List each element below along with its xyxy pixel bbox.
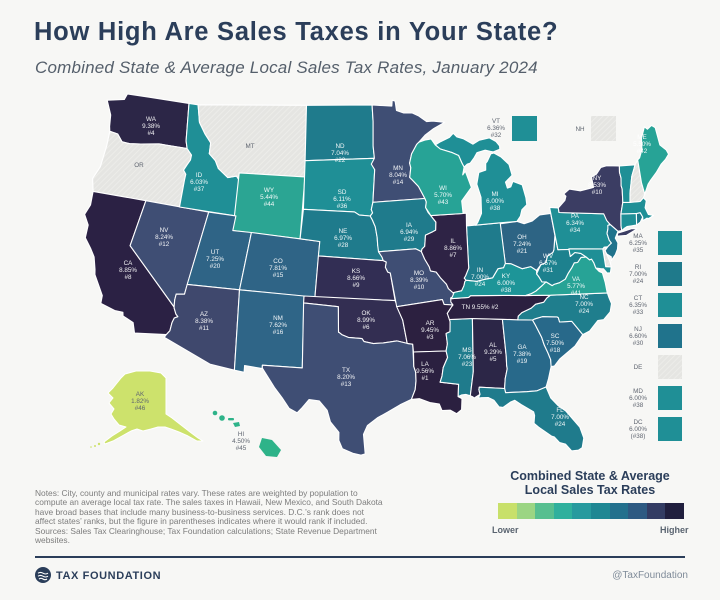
svg-text:TN 9.55% #2: TN 9.55% #2 (462, 304, 499, 311)
svg-text:ME5.50%#42: ME 5.50% #42 (633, 134, 651, 155)
svg-text:KS8.66%#9: KS 8.66% #9 (347, 268, 365, 289)
svg-text:IN7.00%#24: IN 7.00% #24 (471, 267, 489, 288)
svg-text:FL7.00%#24: FL 7.00% #24 (551, 407, 569, 428)
svg-text:NE6.97%#28: NE 6.97% #28 (334, 228, 352, 249)
svg-text:OH7.24%#21: OH 7.24% #21 (513, 234, 531, 255)
svg-text:NV8.24%#12: NV 8.24% #12 (155, 227, 173, 248)
svg-text:UT7.25%#20: UT 7.25% #20 (206, 249, 224, 270)
svg-text:VT6.36%#32: VT 6.36% #32 (487, 118, 505, 139)
svg-text:MS7.06%#23: MS 7.06% #23 (458, 347, 476, 368)
svg-text:MI6.00%#38: MI 6.00% #38 (486, 191, 504, 212)
svg-text:NC7.00%#24: NC 7.00% #24 (575, 294, 593, 315)
svg-text:NJ6.60%#30: NJ 6.60% #30 (629, 326, 647, 347)
svg-text:SC7.50%#18: SC 7.50% #18 (546, 333, 564, 354)
svg-text:AR9.45%#3: AR 9.45% #3 (421, 320, 439, 341)
svg-text:WA9.38%#4: WA 9.38% #4 (142, 116, 160, 137)
svg-text:KY6.00%#38: KY 6.00% #38 (497, 273, 515, 294)
svg-text:CT6.35%#33: CT 6.35% #33 (629, 295, 647, 316)
svg-text:IA6.94%#29: IA 6.94% #29 (400, 222, 418, 243)
svg-text:MN8.04%#14: MN 8.04% #14 (389, 165, 407, 186)
svg-text:OK8.99%#6: OK 8.99% #6 (357, 310, 375, 331)
svg-text:WY5.44%#44: WY 5.44% #44 (260, 187, 278, 208)
svg-text:AZ8.38%#11: AZ 8.38% #11 (195, 311, 213, 332)
svg-text:VA5.77%#41: VA 5.77% #41 (567, 276, 585, 297)
svg-text:AK1.82%#46: AK 1.82% #46 (131, 391, 149, 412)
svg-text:OR: OR (134, 162, 144, 169)
svg-text:RI7.00%#24: RI 7.00% #24 (629, 264, 647, 285)
svg-text:WI5.70%#43: WI 5.70% #43 (434, 185, 452, 206)
svg-text:DE: DE (634, 364, 643, 371)
svg-text:LA9.56%#1: LA 9.56% #1 (416, 361, 434, 382)
svg-text:SD6.11%#36: SD 6.11% #36 (333, 189, 351, 210)
svg-text:MO8.39%#10: MO 8.39% #10 (410, 270, 428, 291)
svg-text:MT: MT (245, 143, 254, 150)
svg-text:ID6.03%#37: ID 6.03% #37 (190, 172, 208, 193)
svg-text:HI4.50%#45: HI 4.50% #45 (232, 431, 250, 452)
svg-text:MA6.25%#35: MA 6.25% #35 (629, 233, 647, 254)
svg-text:NY8.53%#10: NY 8.53% #10 (588, 175, 606, 196)
svg-text:WV6.57%#31: WV 6.57% #31 (539, 253, 557, 274)
svg-text:CA8.85%#8: CA 8.85% #8 (119, 260, 137, 281)
svg-text:IL8.86%#7: IL 8.86% #7 (444, 238, 462, 259)
svg-text:AL9.29%#5: AL 9.29% #5 (484, 342, 502, 363)
svg-text:MD6.00%#38: MD 6.00% #38 (629, 388, 647, 409)
svg-text:NM7.62%#16: NM 7.62% #16 (269, 315, 287, 336)
svg-text:NH: NH (575, 126, 585, 133)
svg-text:DC6.00%(#38): DC 6.00% (#38) (629, 419, 647, 440)
svg-text:CO7.81%#15: CO 7.81% #15 (269, 258, 287, 279)
svg-text:GA7.38%#19: GA 7.38% #19 (513, 344, 531, 365)
svg-text:TX8.20%#13: TX 8.20% #13 (337, 367, 355, 388)
svg-text:PA6.34%#34: PA 6.34% #34 (566, 213, 584, 234)
svg-text:ND7.04%#22: ND 7.04% #22 (331, 143, 349, 164)
